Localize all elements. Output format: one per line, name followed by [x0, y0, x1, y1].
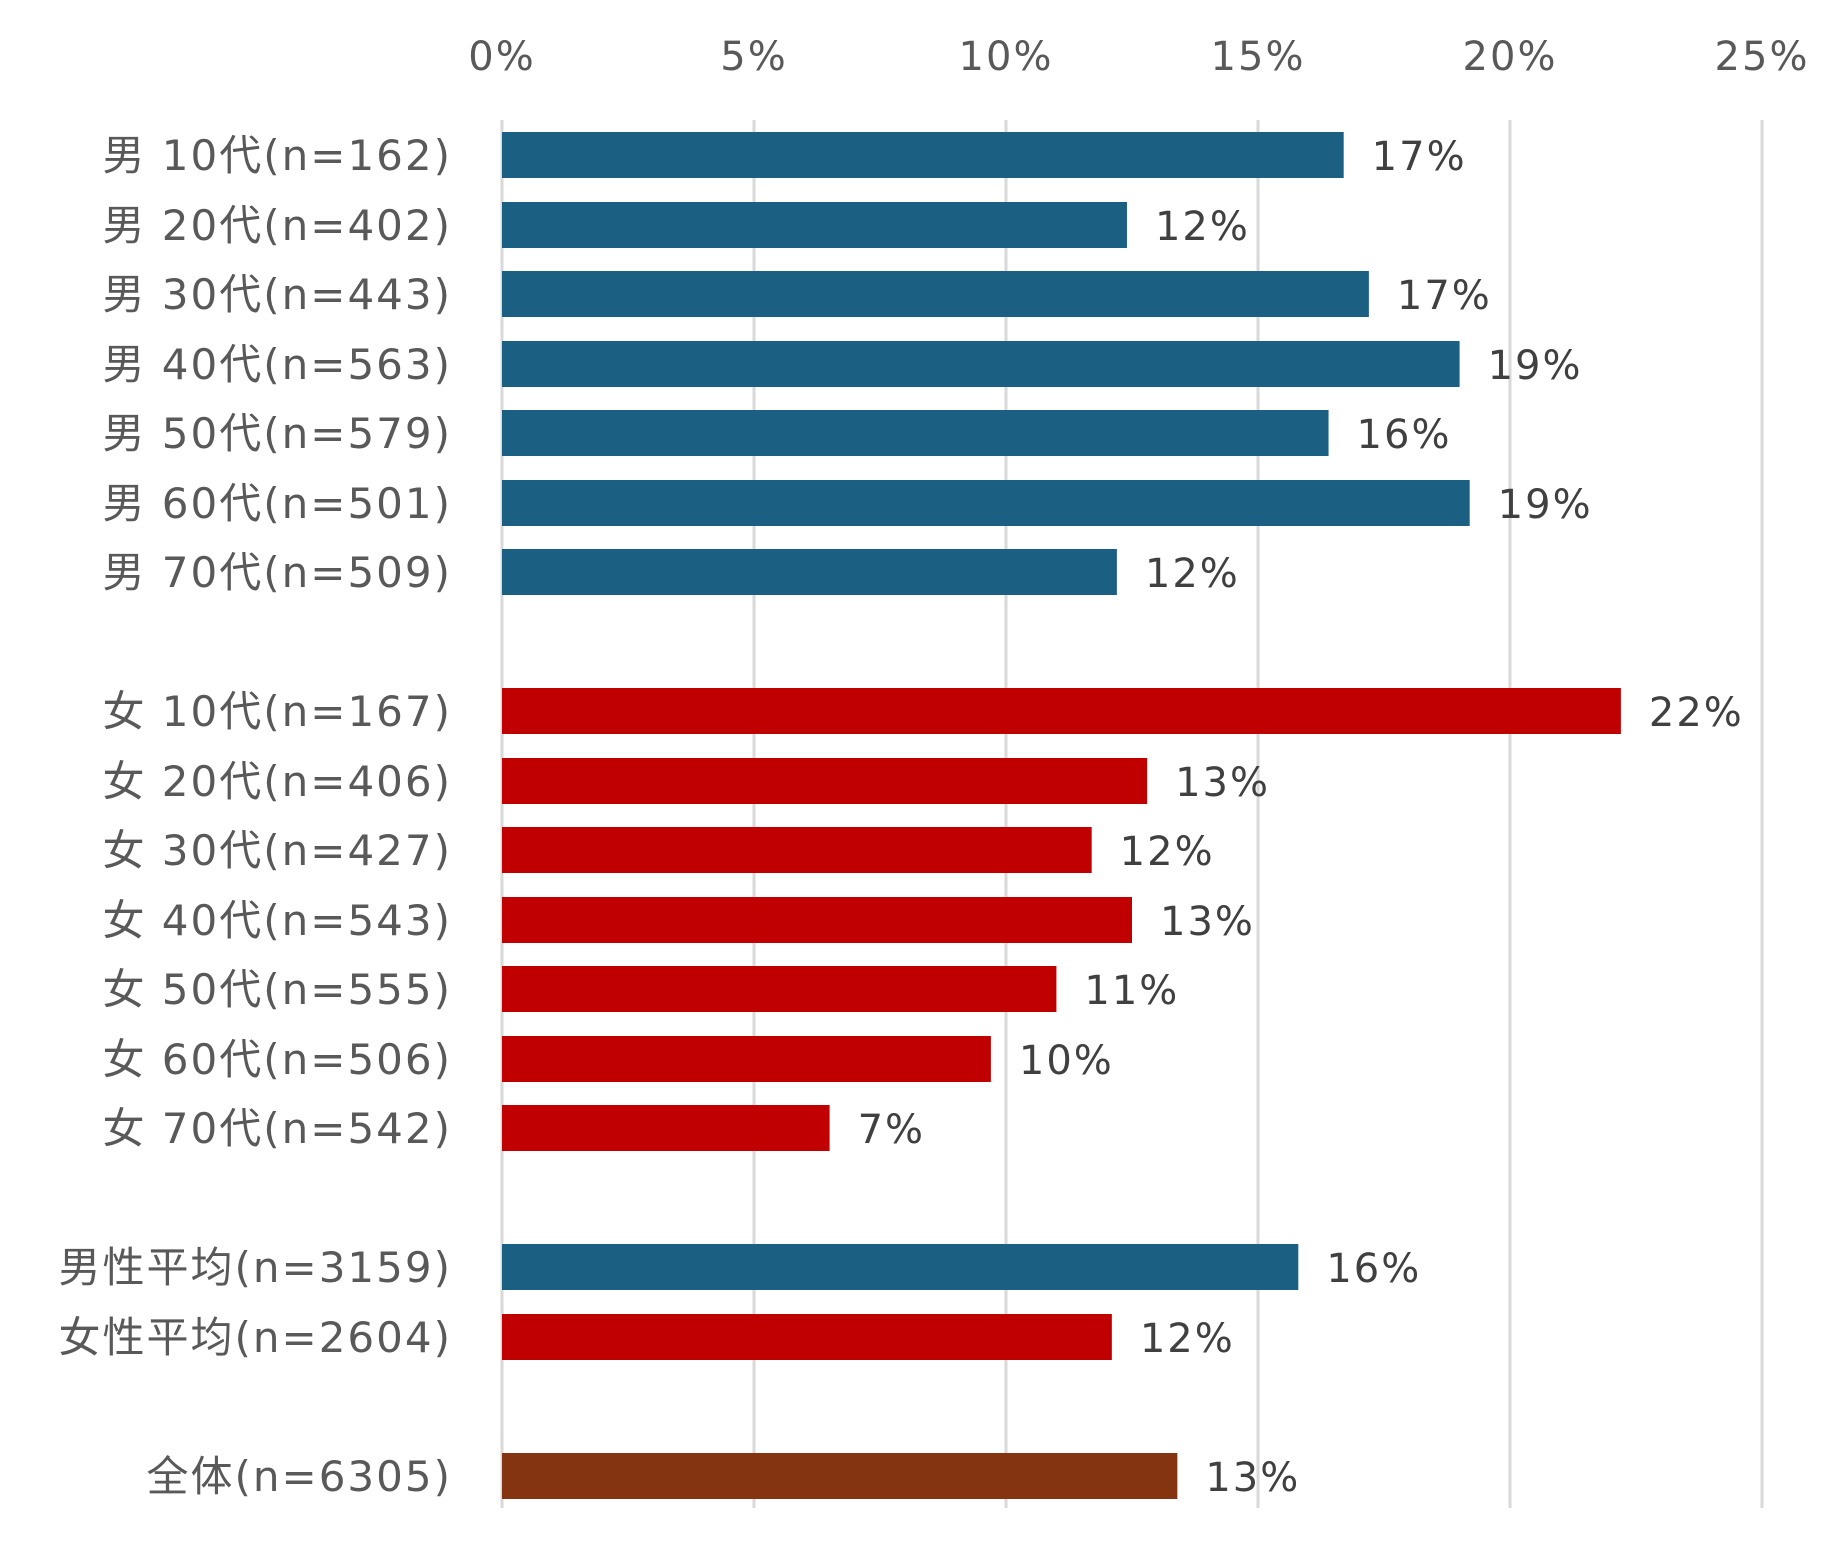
x-tick-label: 15% [1211, 34, 1306, 80]
bar [502, 202, 1127, 248]
category-label: 女 50代(n=555) [102, 965, 452, 1014]
bar [502, 132, 1344, 178]
gridlines [500, 120, 1764, 1508]
bar [502, 688, 1621, 734]
category-label: 男 30代(n=443) [102, 270, 452, 319]
data-label: 10% [1019, 1038, 1114, 1084]
category-label: 男 70代(n=509) [102, 548, 452, 597]
bar [502, 341, 1460, 387]
category-label: 女 40代(n=543) [102, 896, 452, 945]
category-label: 女 70代(n=542) [102, 1104, 452, 1153]
bar [502, 549, 1117, 595]
x-axis-ticks: 0% 5% 10% 15% 20% 25% [468, 34, 1810, 80]
category-label: 男 40代(n=563) [102, 340, 452, 389]
bar [502, 966, 1057, 1012]
x-tick-label: 20% [1463, 34, 1558, 80]
data-label: 13% [1205, 1455, 1300, 1501]
category-label: 全体(n=6305) [147, 1452, 452, 1501]
bars [502, 132, 1621, 1499]
bar [502, 410, 1329, 456]
bar [502, 897, 1132, 943]
bar [502, 480, 1470, 526]
bar [502, 1453, 1178, 1499]
category-label: 男 20代(n=402) [102, 201, 452, 250]
bar [502, 1105, 830, 1151]
data-label: 13% [1160, 899, 1255, 945]
category-label: 男 10代(n=162) [102, 131, 452, 180]
x-tick-label: 0% [468, 34, 535, 80]
data-label: 19% [1488, 343, 1583, 389]
bar [502, 758, 1148, 804]
data-label: 11% [1084, 968, 1179, 1014]
data-label: 17% [1397, 273, 1492, 319]
category-label: 女 20代(n=406) [102, 757, 452, 806]
category-label: 女 30代(n=427) [102, 826, 452, 875]
data-label: 19% [1498, 482, 1593, 528]
bar [502, 1244, 1299, 1290]
bar [502, 827, 1092, 873]
data-label: 12% [1120, 829, 1215, 875]
data-label: 16% [1357, 412, 1452, 458]
x-tick-label: 5% [720, 34, 787, 80]
x-tick-label: 25% [1715, 34, 1810, 80]
x-tick-label: 10% [959, 34, 1054, 80]
data-labels: 17% 12% 17% 19% 16% 19% 12% 22% 13% 12% 13% 11% 10% 7… [858, 134, 1744, 1501]
category-label: 女性平均(n=2604) [59, 1313, 452, 1362]
data-label: 13% [1175, 760, 1270, 806]
category-label: 男性平均(n=3159) [59, 1243, 452, 1292]
data-label: 12% [1140, 1316, 1235, 1362]
category-label: 女 10代(n=167) [102, 687, 452, 736]
bar [502, 1314, 1112, 1360]
data-label: 12% [1145, 551, 1240, 597]
data-label: 16% [1326, 1246, 1421, 1292]
category-label: 男 50代(n=579) [102, 409, 452, 458]
bar [502, 271, 1369, 317]
category-labels: 男 10代(n=162) 男 20代(n=402) 男 30代(n=443) 男 40… [59, 131, 452, 1501]
data-label: 12% [1155, 204, 1250, 250]
category-label: 男 60代(n=501) [102, 479, 452, 528]
data-label: 7% [858, 1107, 925, 1153]
bar [502, 1036, 991, 1082]
category-label: 女 60代(n=506) [102, 1035, 452, 1084]
data-label: 17% [1372, 134, 1467, 180]
data-label: 22% [1649, 690, 1744, 736]
